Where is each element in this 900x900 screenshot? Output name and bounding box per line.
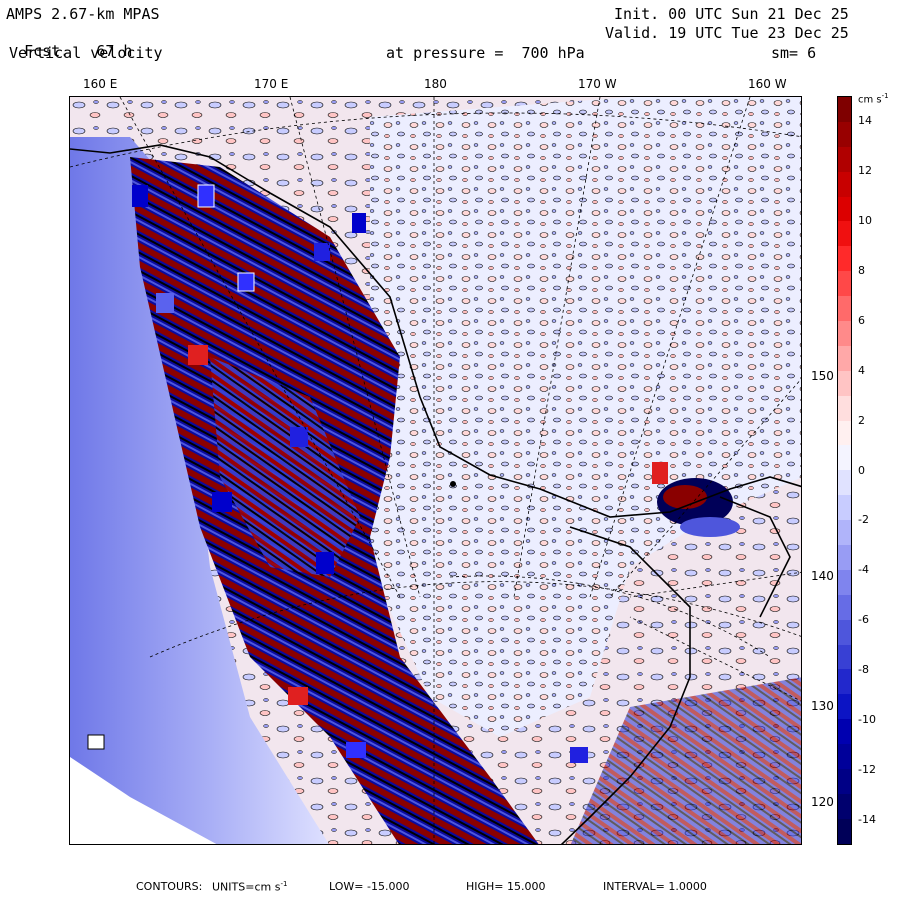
colorbar-tick-label: -12: [858, 763, 876, 777]
colorbar-segment: [838, 669, 851, 695]
footer-interval: INTERVAL= 1.0000: [603, 880, 707, 893]
colorbar-segment: [838, 495, 851, 521]
colorbar-segment: [838, 395, 851, 421]
colorbar-segment: [838, 146, 851, 172]
footer-units-exponent: -1: [280, 880, 288, 888]
colorbar-segment: [838, 769, 851, 794]
colorbar-segment: [838, 644, 851, 670]
colorbar-segment: [838, 694, 851, 720]
init-time: Init. 00 UTC Sun 21 Dec 25: [614, 5, 849, 23]
colorbar-tick-label: -2: [858, 513, 869, 527]
colorbar-segment: [838, 470, 851, 496]
colorbar-tick-label: -4: [858, 563, 869, 577]
forecast-label: Fcst. 67 h: [6, 24, 132, 60]
colorbar-segment: [838, 196, 851, 222]
colorbar-segment: [838, 545, 851, 570]
pressure-level: at pressure = 700 hPa: [386, 44, 585, 62]
colorbar-tick-label: 10: [858, 213, 872, 227]
colorbar-segment: [838, 370, 851, 396]
colorbar-tick-label: 6: [858, 313, 865, 327]
colorbar-unit-exponent: -1: [881, 92, 889, 100]
colorbar-tick-label: -10: [858, 713, 876, 727]
colorbar-tick-label: 2: [858, 413, 865, 427]
colorbar-segment: [838, 345, 851, 371]
colorbar-segment: [838, 719, 851, 745]
colorbar-tick-label: -14: [858, 813, 876, 827]
colorbar-segment: [838, 171, 851, 197]
forecast-label-text: Fcst.: [24, 42, 70, 60]
colorbar-segment: [838, 121, 851, 147]
colorbar-unit: cm s-1: [858, 92, 889, 105]
footer-high: HIGH= 15.000: [466, 880, 546, 893]
colorbar-segment: [838, 246, 851, 272]
forecast-hour: 67 h: [96, 42, 133, 60]
lon-label-180: 180: [424, 77, 447, 91]
colorbar-unit-text: cm s: [858, 94, 882, 106]
colorbar-segment: [838, 520, 851, 546]
colorbar-segment: [838, 97, 851, 122]
colorbar-tick-label: -6: [858, 613, 869, 627]
colorbar-segment: [838, 594, 851, 620]
field-name: Vertical velocity: [9, 44, 163, 62]
colorbar-segment: [838, 445, 851, 471]
colorbar-segment: [838, 296, 851, 322]
lon-label-160e: 160 E: [83, 77, 118, 91]
lon-label-170e: 170 E: [254, 77, 289, 91]
footer-contours-label: CONTOURS:: [136, 880, 203, 893]
colorbar-segment: [838, 221, 851, 247]
colorbar-tick-label: 14: [858, 113, 872, 127]
colorbar-segment: [838, 271, 851, 297]
colorbar-tick-label: -8: [858, 663, 869, 677]
colorbar-segment: [838, 569, 851, 595]
smoothing-value: sm= 6: [771, 44, 817, 62]
colorbar-segment: [838, 420, 851, 446]
map-panel: [69, 96, 802, 845]
valid-time: Valid. 19 UTC Tue 23 Dec 25: [605, 24, 849, 42]
footer-low: LOW= -15.000: [329, 880, 410, 893]
colorbar-segment: [838, 818, 851, 844]
colorbar-tick-label: 0: [858, 463, 865, 477]
footer-units: UNITS=cm s-1: [212, 880, 287, 894]
colorbar-tick-label: 4: [858, 363, 865, 377]
lon-label-160w: 160 W: [748, 77, 787, 91]
vertical-velocity-map: [70, 97, 801, 844]
model-title: AMPS 2.67-km MPAS: [6, 5, 160, 23]
footer-units-text: UNITS=cm s: [212, 880, 281, 894]
colorbar: [837, 96, 852, 845]
lon-label-170w: 170 W: [578, 77, 617, 91]
colorbar-segment: [838, 321, 851, 346]
colorbar-segment: [838, 744, 851, 770]
colorbar-tick-label: 8: [858, 263, 865, 277]
colorbar-segment: [838, 619, 851, 645]
colorbar-segment: [838, 793, 851, 819]
colorbar-tick-label: 12: [858, 163, 872, 177]
